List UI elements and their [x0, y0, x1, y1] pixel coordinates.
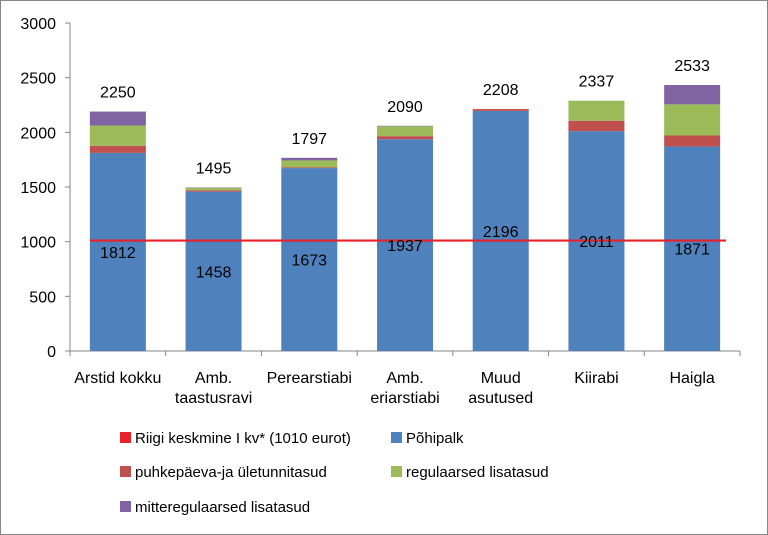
x-category-label: Perearstiabi [267, 370, 352, 387]
bar-segment [664, 104, 721, 136]
bar-base-label: 1812 [100, 245, 136, 262]
bar-base-label: 1937 [387, 238, 423, 255]
legend-label: regulaarsed lisatasud [406, 464, 549, 481]
bar-segment [185, 188, 242, 191]
bar-total-label: 2090 [387, 99, 423, 116]
bar-segment [568, 120, 625, 132]
legend-label: Põhipalk [406, 430, 464, 447]
bar-segment [185, 190, 242, 192]
x-category-label: Muud asutused [468, 370, 533, 407]
bar-base-label: 2196 [483, 224, 519, 241]
x-category-label: Kiirabi [574, 370, 618, 387]
bar-segment [472, 110, 529, 352]
x-category-label: Amb. taastusravi [175, 370, 252, 407]
bar-segment [89, 111, 146, 126]
bar-total-label: 2533 [674, 58, 710, 75]
bar-base-label: 1871 [674, 242, 710, 259]
y-tick-label: 500 [29, 289, 56, 306]
bar-segment [377, 125, 433, 127]
y-tick-label: 0 [47, 344, 56, 361]
bar-base-label: 2011 [579, 234, 614, 251]
legend-swatch [120, 501, 131, 512]
y-tick-label: 2500 [20, 71, 56, 88]
bar-segment [664, 84, 721, 105]
bar-segment [377, 136, 433, 140]
bar-base-label: 1673 [291, 253, 327, 270]
bar-segment [377, 126, 433, 137]
legend-label: mitteregulaarsed lisatasud [135, 499, 310, 516]
bar-segment [185, 187, 242, 189]
bar-segment [185, 191, 242, 351]
bar-segment [568, 100, 625, 121]
bar-base-label: 1458 [196, 264, 232, 281]
bar-segment [664, 135, 721, 147]
legend-swatch [120, 432, 131, 443]
bar-segment [472, 109, 529, 111]
bar-total-label: 2250 [100, 85, 136, 102]
legend-swatch [391, 466, 402, 477]
bar-total-label: 2337 [579, 74, 615, 91]
bar-segment [377, 139, 433, 351]
bar-segment [281, 157, 338, 161]
y-tick-label: 2000 [20, 125, 56, 142]
y-tick-label: 3000 [20, 16, 56, 33]
bar-segment [89, 125, 146, 146]
legend-label: puhkepäeva-ja ületunnitasud [135, 464, 327, 481]
bar-segment [281, 168, 338, 351]
x-category-label: Haigla [669, 370, 714, 387]
x-category-label: Arstid kokku [74, 370, 161, 387]
legend-swatch [391, 432, 402, 443]
bar-total-label: 1495 [196, 161, 232, 178]
bar-segment [281, 167, 338, 169]
y-tick-label: 1000 [20, 235, 56, 252]
bar-segment [89, 152, 146, 351]
bar-segment [89, 145, 146, 153]
bar-total-label: 1797 [291, 131, 327, 148]
bar-segment [664, 146, 721, 351]
y-tick-label: 1500 [20, 180, 56, 197]
legend-swatch [120, 466, 131, 477]
legend-label: Riigi keskmine I kv* (1010 eurot) [135, 430, 351, 447]
bar-segment [281, 160, 338, 168]
x-category-label: Amb. eriarstiabi [370, 370, 439, 407]
bar-total-label: 2208 [483, 82, 519, 99]
